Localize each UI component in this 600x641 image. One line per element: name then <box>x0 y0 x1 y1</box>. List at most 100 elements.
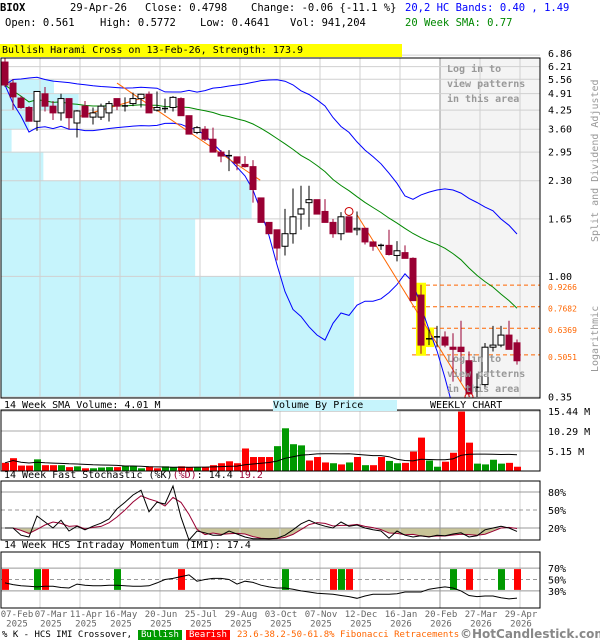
pattern-circle <box>344 206 354 216</box>
candle-body <box>41 93 49 107</box>
candle-body <box>241 163 249 168</box>
year-tick-label: 2025 <box>310 620 332 630</box>
volume-bar <box>186 467 193 471</box>
price-tick-label: 5.56 <box>548 75 572 86</box>
price-change: Change: -0.06 {-11.1 %} <box>251 2 397 14</box>
login-line: Log in to <box>447 354 502 365</box>
candle-body <box>481 346 489 386</box>
volume-bar <box>362 465 369 471</box>
volume-by-price-bar <box>1 180 252 219</box>
date-tick-label: 25-Jul <box>185 610 218 620</box>
candle-body <box>65 98 73 119</box>
volume-by-price-bar <box>1 276 354 398</box>
volume-bar <box>514 466 521 471</box>
date-tick-label: 07-Mar <box>35 610 68 620</box>
candle-body <box>305 199 313 204</box>
candle-body <box>457 346 465 353</box>
copyright-link[interactable]: ©HotCandlestick.com <box>460 627 600 641</box>
year-tick-label: 2025 <box>270 620 292 630</box>
volume-bar <box>178 466 185 471</box>
volume-bar <box>394 463 401 471</box>
imi-signal-bullish <box>450 569 457 590</box>
year-tick-label: 2025 <box>75 620 97 630</box>
date-tick-label: 20-Jun <box>145 610 178 620</box>
year-tick-label: 2025 <box>350 620 372 630</box>
candle-body <box>417 294 425 346</box>
crossover-legend: % K - HCS IMI Crossover, <box>2 630 133 640</box>
imi-signal-bearish <box>466 569 473 590</box>
volume-bar <box>354 457 361 471</box>
candle-body <box>385 244 393 255</box>
volume-bar <box>202 467 209 471</box>
imi-tick-label: 70% <box>548 564 566 575</box>
candle-body <box>169 96 177 108</box>
candle-body <box>113 98 121 107</box>
volume-bar <box>346 462 353 471</box>
candle-body <box>257 197 265 223</box>
candle-body <box>345 216 353 233</box>
volume-bar <box>282 428 289 471</box>
candle-body <box>337 216 345 235</box>
imi-signal-bearish <box>178 569 185 590</box>
imi-signal-bullish <box>498 569 505 590</box>
candle-body <box>281 233 289 247</box>
volume-bar <box>18 465 25 471</box>
fib-level-label: 0.9266 <box>548 283 577 292</box>
volume-bar <box>426 460 433 471</box>
candle-body <box>393 250 401 256</box>
volume-bar <box>50 465 57 471</box>
volume-bar <box>98 467 105 471</box>
volume-by-price-bar <box>1 218 196 277</box>
stoch-panel-border <box>0 480 541 541</box>
imi-signal-bullish <box>34 569 41 590</box>
split-adjusted-label: Split and Dividend Adjusted <box>590 79 600 242</box>
candle-body <box>329 221 337 235</box>
stoch-title: 14 Week Fast Stochastic (%K) <box>4 470 173 481</box>
candle-body <box>273 229 281 249</box>
stoch-tick-label: 20% <box>548 524 566 535</box>
candle-body <box>401 252 409 259</box>
imi-signal-bearish <box>514 569 521 590</box>
low-price: Low: 0.4641 <box>200 17 270 29</box>
date-tick-label: 11-Apr <box>70 610 103 620</box>
imi-panel-title: 14 Week HCS Intraday Momentum (IMI): 17.… <box>4 540 251 551</box>
stoch-d-label: (%D) <box>172 470 197 481</box>
date-tick-label: 12-Dec <box>345 610 378 620</box>
login-notice-top[interactable]: Log in to view patterns in this area <box>447 62 525 107</box>
login-line: in this area <box>447 384 520 395</box>
date-tick-label: 07-Nov <box>305 610 338 620</box>
year-tick-label: 2025 <box>190 620 212 630</box>
volume-bar <box>106 467 113 471</box>
imi-signal-bullish <box>338 569 345 590</box>
volume-tick-label: 10.29 M <box>548 427 590 438</box>
price-tick-label: 2.95 <box>548 148 572 159</box>
bearish-legend: Bearish <box>186 630 230 640</box>
login-notice-bottom[interactable]: Log in to view patterns in this area <box>447 352 525 397</box>
candle-body <box>289 216 297 235</box>
date-tick-label: 29-Aug <box>225 610 258 620</box>
pattern-circle <box>464 392 474 398</box>
volume-bar <box>450 452 457 471</box>
candle-body <box>137 93 145 100</box>
volume-bar <box>218 463 225 471</box>
volume-value: Vol: 941,204 <box>290 17 366 29</box>
volume-bar <box>10 458 17 471</box>
volume-bar <box>418 437 425 471</box>
login-line: view patterns <box>447 79 526 90</box>
candle-body <box>297 208 305 215</box>
year-tick-label: 2025 <box>6 620 28 630</box>
candle-body <box>193 127 201 133</box>
volume-by-price-bar <box>1 110 30 130</box>
hc-bands-value: 20,2 HC Bands: 0.40 , 1.49 <box>405 2 570 14</box>
candle-body <box>353 227 361 231</box>
volume-bar <box>322 462 329 471</box>
volume-bar <box>210 465 217 471</box>
pattern-banner[interactable]: Bullish Harami Cross on 13-Feb-26, Stren… <box>0 44 402 57</box>
price-panel-border <box>0 57 541 399</box>
year-tick-label: 2025 <box>40 620 62 630</box>
year-tick-label: 2026 <box>510 620 532 630</box>
volume-bar <box>306 460 313 471</box>
volume-bar <box>82 468 89 471</box>
volume-panel-title: 14 Week SMA Volume: 4.01 M <box>4 400 161 411</box>
volume-bar <box>90 468 97 471</box>
